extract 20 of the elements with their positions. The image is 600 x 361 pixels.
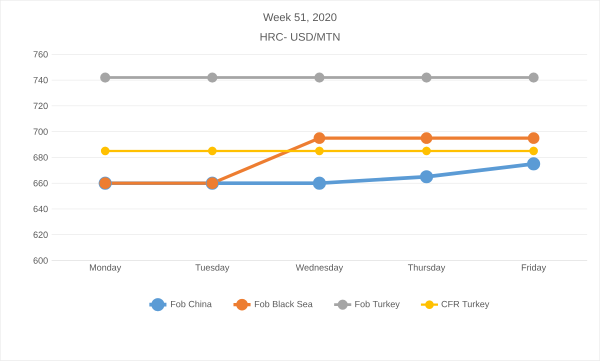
y-tick-label: 700 [34, 128, 48, 135]
legend-label: CFR Turkey [442, 300, 490, 310]
chart-title: Week 51, 2020 [263, 13, 336, 23]
y-tick-label: 760 [34, 51, 48, 58]
y-tick-label: 660 [34, 180, 48, 187]
x-tick-label: Monday [90, 264, 122, 273]
y-tick-label: 740 [34, 77, 48, 84]
legend-label: Fob Turkey [355, 300, 400, 310]
y-tick-label: 620 [34, 232, 48, 238]
y-tick-label: 720 [34, 102, 48, 110]
legend-label: Fob China [171, 300, 212, 308]
x-tick-label: Thursday [408, 264, 446, 273]
x-tick-label: Wednesday [296, 264, 344, 273]
y-tick-label: 640 [34, 206, 48, 212]
y-tick-label: 680 [34, 154, 48, 161]
y-tick-label: 600 [34, 257, 48, 264]
chart-subtitle: HRC- USD/MTN [260, 32, 340, 41]
legend-label: Fob Black Sea [254, 300, 313, 308]
x-tick-label: Friday [522, 264, 546, 273]
x-tick-label: Tuesday [195, 264, 230, 273]
